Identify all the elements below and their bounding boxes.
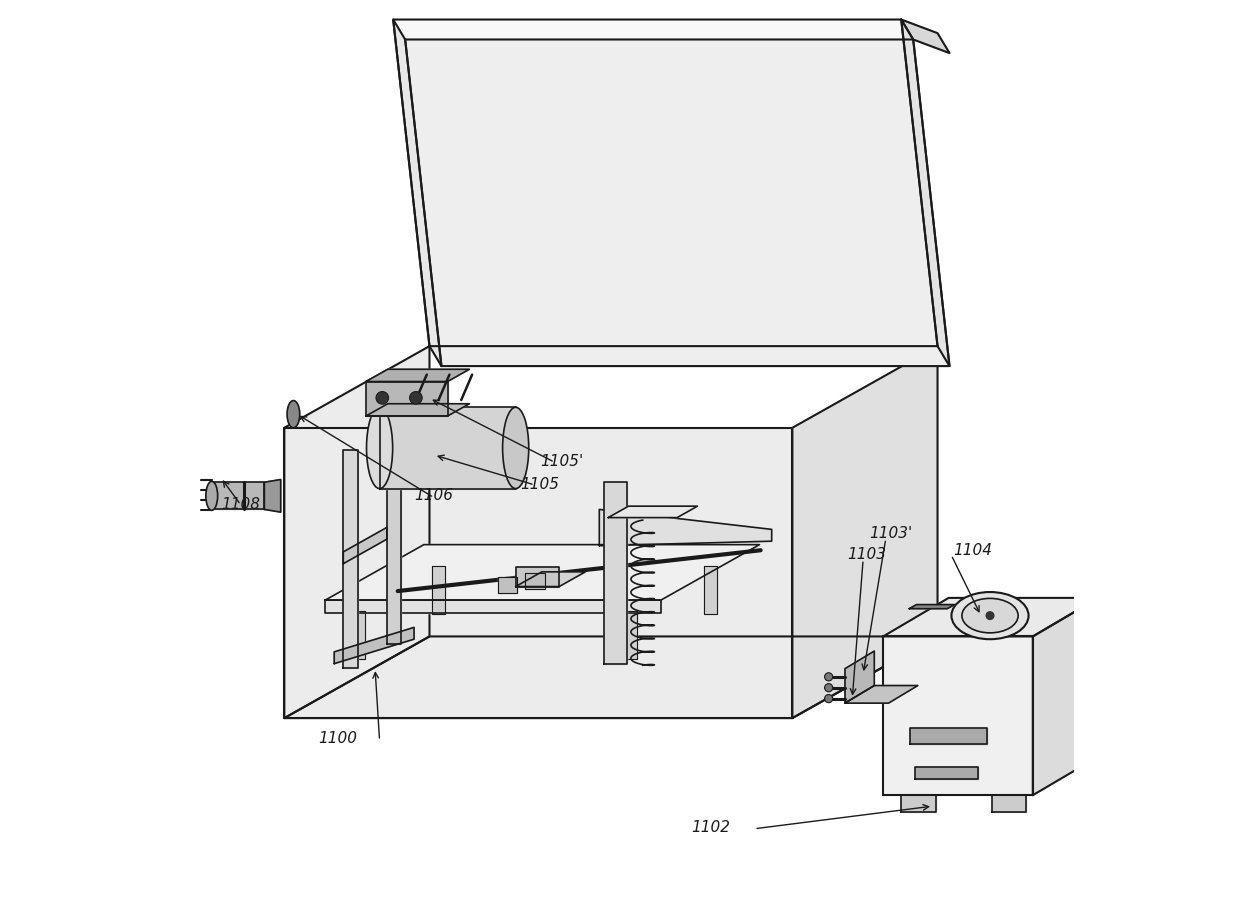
Polygon shape bbox=[901, 795, 936, 812]
Polygon shape bbox=[212, 482, 264, 510]
Polygon shape bbox=[366, 381, 448, 416]
Polygon shape bbox=[264, 480, 280, 512]
Polygon shape bbox=[405, 39, 950, 366]
Ellipse shape bbox=[951, 592, 1028, 639]
Circle shape bbox=[376, 391, 388, 404]
Polygon shape bbox=[393, 19, 937, 346]
Polygon shape bbox=[844, 651, 874, 703]
Text: 1108: 1108 bbox=[221, 498, 260, 512]
Polygon shape bbox=[992, 795, 1027, 812]
Polygon shape bbox=[604, 482, 626, 663]
Text: 1105: 1105 bbox=[521, 478, 559, 492]
Ellipse shape bbox=[206, 481, 218, 511]
Polygon shape bbox=[1099, 719, 1115, 746]
Polygon shape bbox=[625, 611, 637, 659]
Polygon shape bbox=[343, 450, 358, 668]
Text: 1102: 1102 bbox=[692, 821, 730, 835]
Ellipse shape bbox=[825, 672, 833, 681]
Polygon shape bbox=[497, 577, 517, 593]
Polygon shape bbox=[883, 598, 1099, 636]
Ellipse shape bbox=[502, 408, 528, 489]
Polygon shape bbox=[516, 567, 559, 587]
Polygon shape bbox=[704, 566, 717, 614]
Text: 1103: 1103 bbox=[847, 547, 885, 562]
Polygon shape bbox=[325, 544, 760, 601]
Polygon shape bbox=[352, 611, 365, 659]
Text: 1103': 1103' bbox=[869, 527, 913, 541]
Polygon shape bbox=[393, 19, 441, 366]
Polygon shape bbox=[910, 728, 987, 744]
Ellipse shape bbox=[286, 400, 300, 428]
Polygon shape bbox=[1033, 598, 1099, 795]
Ellipse shape bbox=[825, 694, 833, 703]
Polygon shape bbox=[366, 369, 470, 381]
Polygon shape bbox=[883, 636, 1033, 795]
Ellipse shape bbox=[962, 599, 1018, 632]
Circle shape bbox=[986, 612, 994, 620]
Text: 1104: 1104 bbox=[954, 542, 992, 558]
Polygon shape bbox=[335, 627, 414, 663]
Polygon shape bbox=[608, 506, 697, 518]
Text: 1105': 1105' bbox=[541, 454, 583, 469]
Polygon shape bbox=[915, 766, 978, 779]
Polygon shape bbox=[284, 346, 429, 718]
Polygon shape bbox=[516, 571, 585, 587]
Ellipse shape bbox=[825, 683, 833, 692]
Polygon shape bbox=[901, 19, 950, 366]
Polygon shape bbox=[433, 566, 445, 614]
Circle shape bbox=[409, 391, 423, 404]
Ellipse shape bbox=[367, 408, 393, 489]
Text: 1100: 1100 bbox=[317, 732, 357, 746]
Polygon shape bbox=[284, 636, 937, 718]
Text: 1106: 1106 bbox=[414, 489, 453, 503]
Polygon shape bbox=[325, 601, 661, 612]
Polygon shape bbox=[387, 426, 402, 643]
Polygon shape bbox=[844, 685, 918, 703]
Polygon shape bbox=[599, 510, 771, 546]
Polygon shape bbox=[901, 19, 950, 53]
Polygon shape bbox=[792, 346, 937, 718]
Polygon shape bbox=[525, 573, 544, 590]
Polygon shape bbox=[379, 408, 516, 489]
Polygon shape bbox=[366, 404, 470, 416]
Polygon shape bbox=[343, 528, 387, 563]
Polygon shape bbox=[909, 604, 955, 609]
Polygon shape bbox=[284, 428, 792, 718]
